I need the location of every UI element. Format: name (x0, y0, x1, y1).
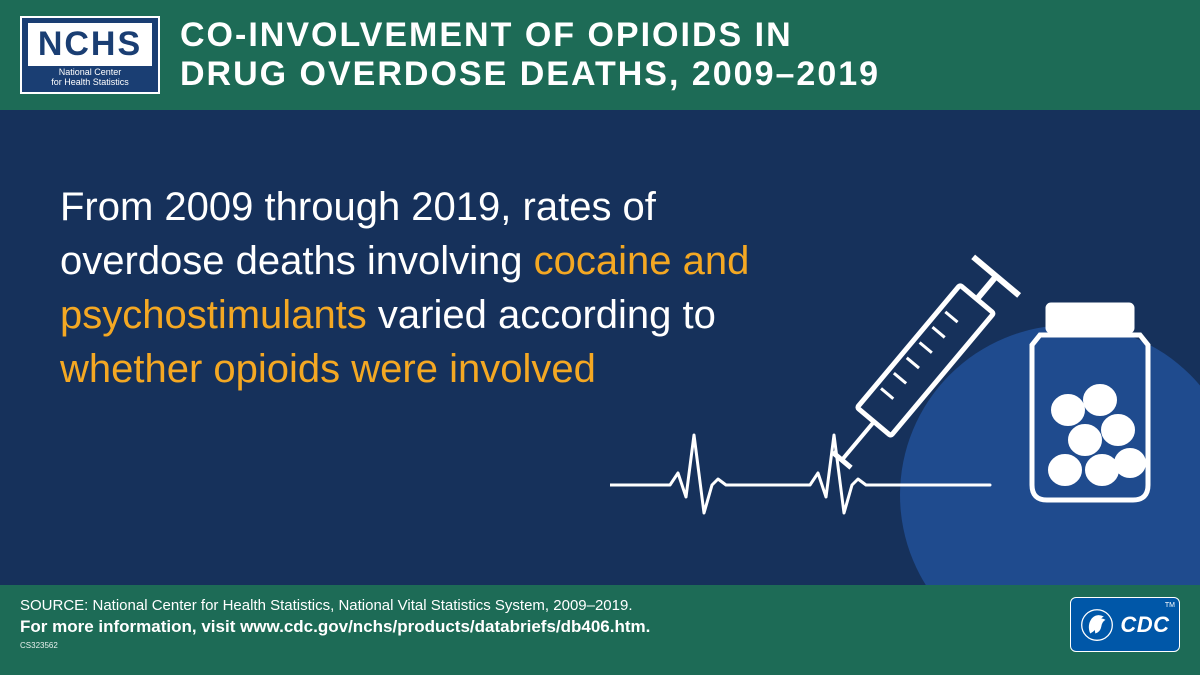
footer-bar: SOURCE: National Center for Health Stati… (0, 585, 1200, 675)
nchs-logo: NCHS National Center for Health Statisti… (20, 16, 160, 94)
cdc-badge: CDC TM (1070, 597, 1180, 652)
syringe-icon (819, 257, 1019, 479)
hhs-seal-icon (1080, 608, 1114, 642)
doc-code: CS323562 (20, 641, 1180, 650)
text-highlight2: whether opioids were involved (60, 347, 596, 391)
nchs-logo-abbr: NCHS (28, 23, 152, 66)
pill-bottle-icon (1032, 305, 1148, 500)
ekg-line-icon (610, 435, 990, 513)
source-text: SOURCE: National Center for Health Stati… (20, 597, 1180, 614)
nchs-logo-subtitle: National Center for Health Statistics (51, 68, 129, 88)
cdc-label: CDC (1120, 612, 1169, 638)
header-bar: NCHS National Center for Health Statisti… (0, 0, 1200, 110)
drug-graphic (610, 245, 1170, 545)
more-info-text: For more information, visit www.cdc.gov/… (20, 617, 1180, 637)
body-panel: From 2009 through 2019, rates of overdos… (0, 110, 1200, 585)
cdc-tm: TM (1165, 602, 1175, 609)
infographic-root: NCHS National Center for Health Statisti… (0, 0, 1200, 675)
page-title: CO-INVOLVEMENT OF OPIOIDS IN DRUG OVERDO… (180, 16, 880, 94)
